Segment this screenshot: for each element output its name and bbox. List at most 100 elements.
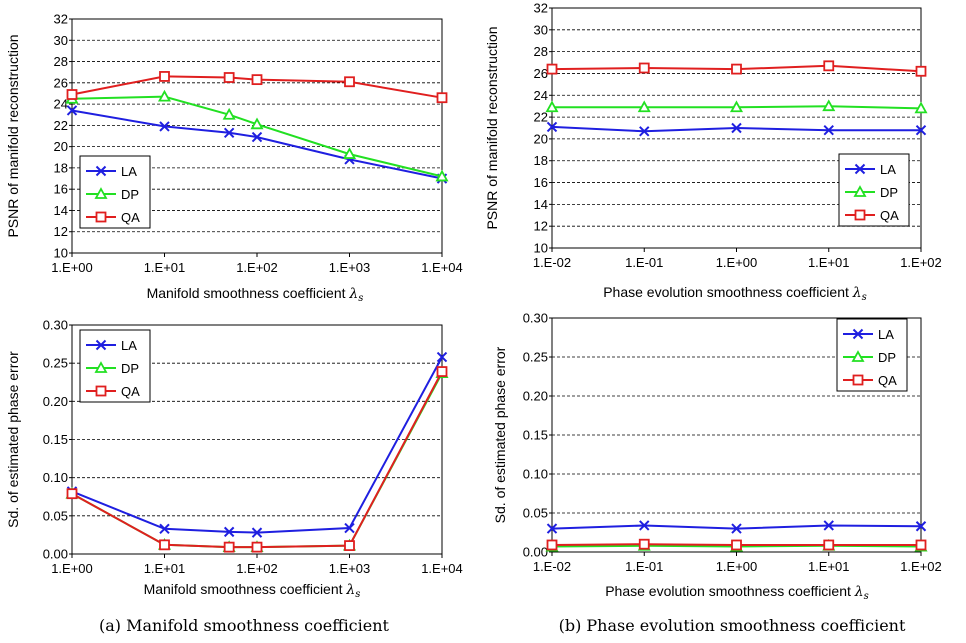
data-point-qa	[823, 539, 835, 551]
y-tick-label: 10	[54, 246, 68, 261]
series-line-dp	[71, 95, 443, 178]
x-tick-label: 1.E-02	[533, 559, 571, 574]
x-tick-label: 1.E+01	[808, 255, 850, 270]
x-axis-symbol: λ	[854, 584, 864, 600]
legend-label: DP	[121, 361, 139, 376]
x-axis-symbol-subscript: s	[358, 293, 363, 304]
data-point-la	[823, 124, 834, 136]
data-point-la	[915, 124, 927, 136]
x-tick-label: 1.E+00	[51, 561, 93, 576]
x-axis-symbol-subscript: s	[864, 591, 869, 602]
data-point-la	[823, 520, 834, 531]
legend-label: QA	[878, 373, 897, 388]
y-tick-label: 0.30	[523, 311, 548, 326]
x-tick-label: 1.E+01	[808, 559, 850, 574]
x-tick-label: 1.E+02	[236, 260, 278, 275]
legend-marker	[854, 163, 866, 175]
data-point-la	[159, 523, 170, 535]
y-tick-label: 14	[54, 203, 68, 218]
data-point-qa	[546, 539, 558, 551]
y-tick-label: 0.05	[43, 508, 68, 523]
y-tick-label: 24	[534, 88, 548, 103]
data-point-dp	[914, 101, 928, 114]
legend-marker	[94, 187, 108, 199]
x-tick-label: 1.E+01	[144, 260, 186, 275]
legend-label: LA	[880, 162, 896, 177]
x-axis-symbol-subscript: s	[355, 589, 360, 600]
y-tick-label: 14	[534, 197, 548, 212]
y-tick-label: 12	[54, 224, 68, 239]
data-point-la	[251, 131, 263, 143]
data-point-la	[731, 523, 742, 534]
data-point-dp	[222, 107, 236, 120]
data-point-la	[66, 105, 78, 116]
y-tick-label: 0.25	[523, 350, 548, 365]
legend: LA DP QA	[79, 155, 151, 229]
legend-marker	[852, 374, 864, 386]
data-point-la	[731, 122, 742, 134]
legend: LA DP QA	[838, 153, 910, 227]
legend-label: QA	[121, 210, 140, 225]
data-point-qa	[823, 60, 835, 72]
legend-marker	[854, 209, 866, 221]
series-line-qa	[71, 371, 443, 549]
y-tick-label: 0.15	[523, 428, 548, 443]
data-point-dp	[545, 100, 559, 113]
x-tick-label: 1.E-01	[625, 559, 663, 574]
x-axis-label: Phase evolution smoothness coefficient λ…	[605, 583, 869, 602]
y-tick-label: 0.00	[523, 545, 548, 560]
data-point-la	[223, 127, 235, 139]
data-point-la	[639, 126, 650, 137]
data-point-la	[436, 351, 448, 363]
legend-marker	[95, 385, 107, 397]
x-tick-label: 1.E-01	[625, 255, 663, 270]
data-point-la	[251, 527, 263, 538]
x-tick-label: 1.E+04	[421, 561, 463, 576]
caption-a: (a) Manifold smoothness coefficient	[99, 616, 390, 635]
legend-marker	[95, 165, 107, 177]
y-tick-label: 0.10	[523, 467, 548, 482]
data-point-qa	[251, 541, 263, 553]
y-tick-label: 24	[54, 97, 68, 112]
data-point-dp	[637, 100, 651, 113]
x-axis-label: Phase evolution smoothness coefficient λ…	[603, 284, 867, 303]
data-point-dp	[435, 169, 449, 182]
y-tick-label: 20	[54, 139, 68, 154]
legend-marker	[95, 211, 107, 223]
series-line-qa	[71, 75, 443, 99]
y-axis-label: PSNR of manifold reconstruction	[484, 26, 500, 229]
y-axis-label: PSNR of manifold reconstruction	[5, 34, 21, 237]
y-tick-label: 0.10	[43, 470, 68, 485]
y-tick-label: 28	[534, 44, 548, 59]
x-tick-label: 1.E+00	[716, 559, 758, 574]
y-tick-label: 10	[534, 241, 548, 256]
y-tick-label: 16	[534, 175, 548, 190]
legend-label: DP	[880, 185, 898, 200]
y-tick-label: 0.15	[43, 432, 68, 447]
legend-marker	[852, 328, 864, 340]
y-tick-label: 0.20	[523, 389, 548, 404]
data-point-qa	[159, 539, 170, 551]
y-tick-label: 0.25	[43, 356, 68, 371]
x-tick-label: 1.E+00	[716, 255, 758, 270]
data-point-dp	[822, 99, 836, 112]
data-point-la	[639, 520, 650, 531]
y-tick-label: 12	[534, 219, 548, 234]
x-axis-symbol: λ	[348, 286, 358, 302]
series-line-la	[71, 356, 443, 534]
y-tick-label: 18	[54, 160, 68, 175]
data-point-qa	[251, 74, 263, 86]
legend-label: LA	[878, 327, 894, 342]
x-tick-label: 1.E+02	[900, 255, 942, 270]
x-tick-label: 1.E+02	[900, 559, 942, 574]
data-point-la	[344, 522, 355, 534]
data-point-qa	[344, 540, 355, 552]
chart-panel-bottom-right: 0.00 0.05 0.10 0.15 0.20 0.25 0.30 1.E-02 1.E-01…	[492, 311, 942, 603]
legend-label: QA	[121, 384, 140, 399]
x-axis-symbol: λ	[345, 582, 355, 598]
data-point-la	[159, 121, 170, 132]
x-tick-label: 1.E+00	[51, 260, 93, 275]
data-point-la	[915, 521, 927, 532]
x-tick-label: 1.E+03	[329, 260, 371, 275]
